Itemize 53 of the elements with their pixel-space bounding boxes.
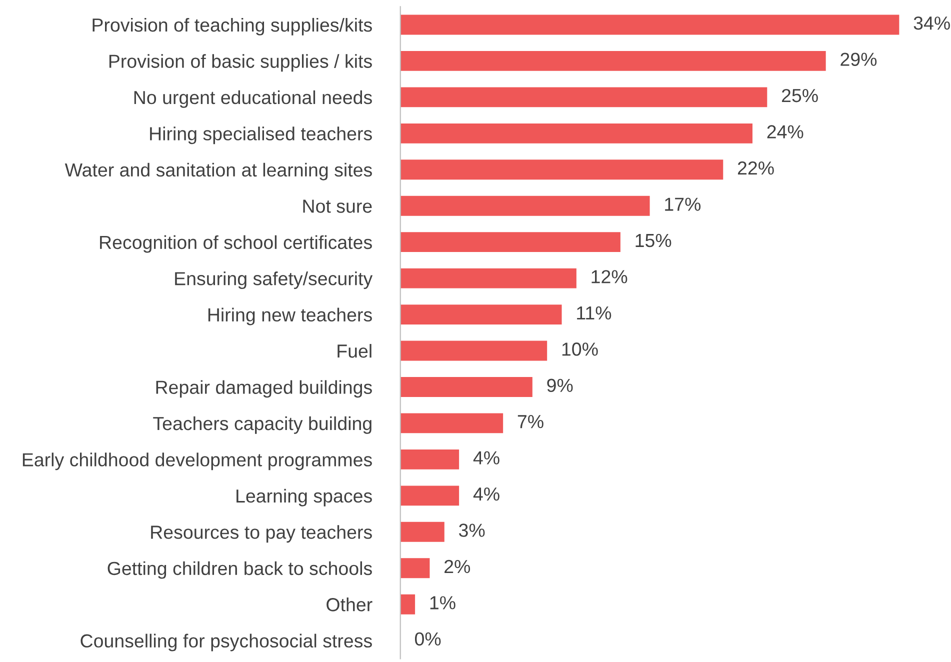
bar xyxy=(400,196,650,216)
bar xyxy=(400,50,826,71)
y-tick-label: Hiring new teachers xyxy=(208,308,372,326)
bar xyxy=(400,377,532,397)
data-label: 12% xyxy=(592,270,628,284)
bar xyxy=(400,232,620,252)
bar xyxy=(400,160,724,180)
y-tick-label: Recognition of school certificates xyxy=(100,235,372,253)
data-label: 15% xyxy=(636,234,672,248)
data-label: 4% xyxy=(473,488,500,501)
y-tick-label: Not sure xyxy=(303,200,372,213)
bar xyxy=(400,594,416,614)
data-label: 22% xyxy=(738,161,774,175)
bar xyxy=(400,449,460,470)
bar xyxy=(400,413,504,434)
data-label: 3% xyxy=(458,524,485,537)
data-label: 4% xyxy=(473,451,500,464)
bar xyxy=(400,268,576,288)
data-label: 11% xyxy=(577,306,612,320)
data-label: 1% xyxy=(430,596,456,610)
y-tick-label: Learning spaces xyxy=(236,488,372,506)
data-label: 0% xyxy=(414,632,441,646)
bar xyxy=(400,522,444,542)
y-tick-label: Other xyxy=(326,598,372,612)
data-label: 2% xyxy=(444,560,470,574)
bar xyxy=(400,558,430,578)
data-label: 24% xyxy=(767,125,804,138)
y-tick-label: Counselling for psychosocial stress xyxy=(80,634,372,652)
y-tick-label: No urgent educational needs xyxy=(134,90,372,108)
bar xyxy=(400,87,768,108)
y-tick-label: Fuel xyxy=(338,344,372,358)
y-tick-label: Ensuring safety/security xyxy=(175,272,373,289)
data-label: 34% xyxy=(914,16,950,30)
y-tick-label: Water and sanitation at learning sites xyxy=(64,162,372,180)
bar xyxy=(400,340,548,361)
data-label: 10% xyxy=(562,342,598,356)
data-label: 17% xyxy=(665,198,701,211)
bar xyxy=(400,304,562,325)
y-tick-label: Early childhood development programmes xyxy=(22,452,372,470)
data-label: 7% xyxy=(518,415,544,428)
bar xyxy=(400,486,460,506)
y-tick-label: Provision of teaching supplies/kits xyxy=(92,18,372,36)
y-tick-label: Teachers capacity building xyxy=(153,416,372,434)
y-tick-label: Repair damaged buildings xyxy=(156,380,372,398)
y-tick-label: Getting children back to schools xyxy=(108,561,372,579)
y-tick-label: Provision of basic supplies / kits xyxy=(109,54,372,72)
bar xyxy=(400,14,900,35)
y-tick-label: Resources to pay teachers xyxy=(151,525,372,543)
bar xyxy=(400,123,752,144)
data-label: 9% xyxy=(547,378,573,392)
data-label: 25% xyxy=(782,88,818,102)
data-label: 29% xyxy=(840,52,877,66)
y-tick-label: Hiring specialised teachers xyxy=(150,126,372,144)
